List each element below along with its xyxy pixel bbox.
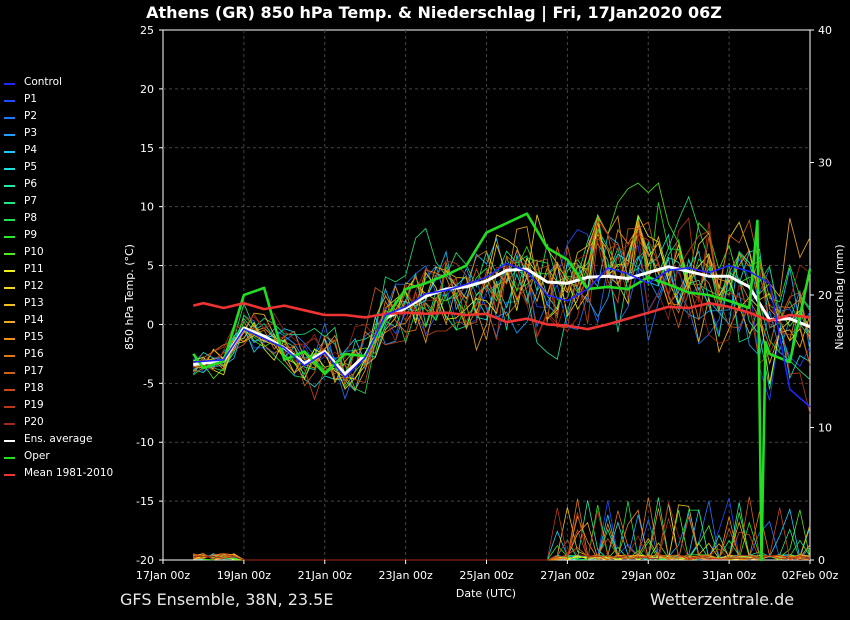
x-tick-label: 02Feb 00z — [782, 569, 839, 582]
y-tick-label: 25 — [140, 24, 154, 37]
x-tick-label: 19Jan 00z — [217, 569, 271, 582]
series-line — [192, 212, 812, 562]
legend-label: P12 — [24, 280, 44, 292]
series-line — [192, 301, 811, 331]
legend-label: P2 — [24, 110, 38, 122]
footer-source: Wetterzentrale.de — [650, 590, 795, 609]
y-tick-label: -5 — [143, 377, 154, 390]
y-tick-label: 5 — [147, 260, 154, 273]
legend-swatch — [4, 304, 15, 306]
legend-swatch — [4, 287, 15, 289]
legend-label: P14 — [24, 314, 44, 326]
main-series — [192, 212, 812, 562]
legend-label: Control — [24, 76, 62, 88]
x-tick-label: 21Jan 00z — [298, 569, 352, 582]
x-tick-label: 29Jan 00z — [621, 569, 675, 582]
legend-label: P17 — [24, 365, 44, 377]
x-tick-label: 17Jan 00z — [136, 569, 190, 582]
y2-tick-label: 20 — [818, 289, 832, 302]
legend-label: Mean 1981-2010 — [24, 467, 114, 479]
ensemble-member-line — [193, 195, 811, 380]
legend-swatch — [4, 355, 15, 357]
legend-label: P9 — [24, 229, 38, 241]
y-tick-label: 15 — [140, 142, 154, 155]
legend-swatch — [4, 134, 15, 136]
y-tick-label: -10 — [136, 436, 154, 449]
y-tick-label: 10 — [140, 201, 154, 214]
legend-swatch — [4, 423, 15, 425]
legend-swatch — [4, 270, 15, 272]
x-tick-label: 31Jan 00z — [702, 569, 756, 582]
legend-label: P3 — [24, 127, 38, 139]
y-tick-label: -20 — [136, 554, 154, 567]
legend-label: P18 — [24, 382, 44, 394]
precipitation-series — [193, 496, 811, 561]
legend-swatch — [4, 83, 15, 85]
y-tick-label: -15 — [136, 495, 154, 508]
y2-tick-label: 10 — [818, 422, 832, 435]
series-line — [193, 262, 811, 408]
y2-axis-label: Niederschlag (mm) — [833, 244, 846, 349]
legend-swatch — [4, 457, 15, 459]
legend-swatch — [4, 253, 15, 255]
legend-label: Ens. average — [24, 433, 93, 445]
legend-swatch — [4, 474, 15, 476]
legend-label: P16 — [24, 348, 44, 360]
legend-label: P1 — [24, 93, 38, 105]
legend-swatch — [4, 185, 15, 187]
legend-label: P11 — [24, 263, 44, 275]
ensemble-member-line — [193, 253, 811, 369]
legend-label: P5 — [24, 161, 38, 173]
legend-label: P20 — [24, 416, 44, 428]
legend-label: Oper — [24, 450, 50, 462]
footer-model-info: GFS Ensemble, 38N, 23.5E — [120, 590, 334, 609]
legend-swatch — [4, 100, 15, 102]
ensemble-member-line — [193, 217, 811, 414]
y-axis-label: 850 hPa Temp. (°C) — [123, 244, 136, 350]
legend-swatch — [4, 440, 15, 442]
legend-label: P6 — [24, 178, 38, 190]
legend-swatch — [4, 202, 15, 204]
chart-title: Athens (GR) 850 hPa Temp. & Niederschlag… — [146, 3, 722, 22]
legend-swatch — [4, 406, 15, 408]
legend-label: P13 — [24, 297, 44, 309]
legend-swatch — [4, 168, 15, 170]
legend-swatch — [4, 151, 15, 153]
legend-swatch — [4, 372, 15, 374]
precip-line — [193, 502, 811, 561]
legend-swatch — [4, 338, 15, 340]
axes: -20 -15 -10 -5 0 5 10 15 20 25 17Jan 00z 19Jan 00z 2… — [136, 24, 839, 582]
y-tick-label: 0 — [147, 318, 154, 331]
y2-tick-label: 0 — [818, 554, 825, 567]
legend-swatch — [4, 321, 15, 323]
y2-tick-label: 30 — [818, 157, 832, 170]
x-axis-label: Date (UTC) — [456, 587, 516, 600]
y2-tick-label: 40 — [818, 24, 832, 37]
x-tick-label: 23Jan 00z — [379, 569, 433, 582]
ensemble-member-line — [193, 218, 811, 394]
legend-label: P8 — [24, 212, 38, 224]
ensemble-member-line — [192, 214, 811, 391]
x-tick-label: 27Jan 00z — [540, 569, 594, 582]
legend-label: P19 — [24, 399, 44, 411]
legend-swatch — [4, 389, 15, 391]
y-tick-label: 20 — [140, 83, 154, 96]
legend-label: P7 — [24, 195, 38, 207]
legend-label: P10 — [24, 246, 44, 258]
legend-swatch — [4, 117, 15, 119]
legend-swatch — [4, 219, 15, 221]
legend-label: P4 — [24, 144, 38, 156]
legend-swatch — [4, 236, 15, 238]
legend-label: P15 — [24, 331, 44, 343]
x-tick-label: 25Jan 00z — [459, 569, 513, 582]
